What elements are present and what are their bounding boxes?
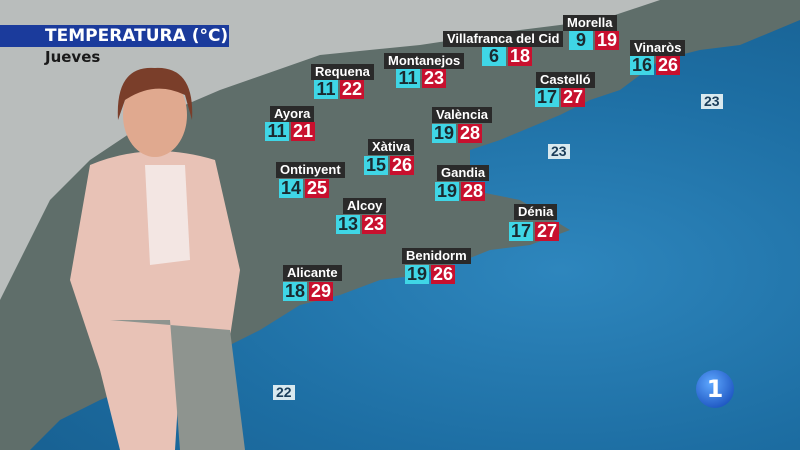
max-temp: 29 (309, 281, 333, 301)
min-temp: 6 (482, 47, 506, 66)
city-name: Alicante (283, 265, 342, 281)
max-temp: 27 (561, 87, 585, 107)
max-temp: 19 (595, 30, 619, 50)
min-temp: 11 (265, 122, 289, 141)
day-label: Jueves (45, 48, 101, 66)
min-temp: 19 (405, 264, 429, 284)
city-name: Morella (563, 15, 617, 31)
min-temp: 15 (364, 155, 388, 175)
max-temp: 18 (508, 46, 532, 66)
max-temp: 28 (461, 181, 485, 201)
max-temp: 26 (656, 55, 680, 75)
min-temp: 14 (279, 178, 303, 198)
max-temp: 26 (390, 155, 414, 175)
city-name: Castelló (536, 72, 595, 88)
city-name: Dénia (514, 204, 558, 220)
max-temp: 25 (305, 178, 329, 198)
city-name: Ayora (270, 106, 315, 122)
min-temp: 16 (630, 55, 654, 75)
min-temp: 18 (283, 281, 307, 301)
max-temp: 27 (535, 221, 559, 241)
max-temp: 26 (431, 264, 455, 284)
city-name: Vinaròs (630, 40, 686, 56)
max-temp: 28 (458, 123, 482, 143)
min-temp: 19 (432, 123, 456, 143)
sea-temp: 23 (701, 94, 723, 109)
city-name: Xàtiva (368, 139, 415, 155)
max-temp: 23 (362, 214, 386, 234)
city-name: Ontinyent (276, 162, 345, 178)
max-temp: 22 (340, 79, 364, 99)
city-name: Benidorm (402, 248, 471, 264)
city-name: Villafranca del Cid (443, 31, 564, 47)
min-temp: 17 (535, 87, 559, 107)
min-temp: 17 (509, 221, 533, 241)
sea-temp: 22 (273, 385, 295, 400)
title-bar: TEMPERATURA (°C) (0, 25, 229, 47)
min-temp: 19 (435, 181, 459, 201)
min-temp: 11 (396, 69, 420, 88)
city-name: Montanejos (384, 53, 465, 69)
max-temp: 23 (422, 68, 446, 88)
city-name: València (432, 107, 493, 123)
min-temp: 13 (336, 214, 360, 234)
min-temp: 9 (569, 31, 593, 50)
max-temp: 21 (291, 121, 315, 141)
city-name: Gandia (437, 165, 490, 181)
city-name: Alcoy (343, 198, 387, 214)
sea-temp: 23 (548, 144, 570, 159)
min-temp: 11 (314, 80, 338, 99)
city-name: Requena (311, 64, 374, 80)
channel-logo: 1 (696, 370, 734, 408)
